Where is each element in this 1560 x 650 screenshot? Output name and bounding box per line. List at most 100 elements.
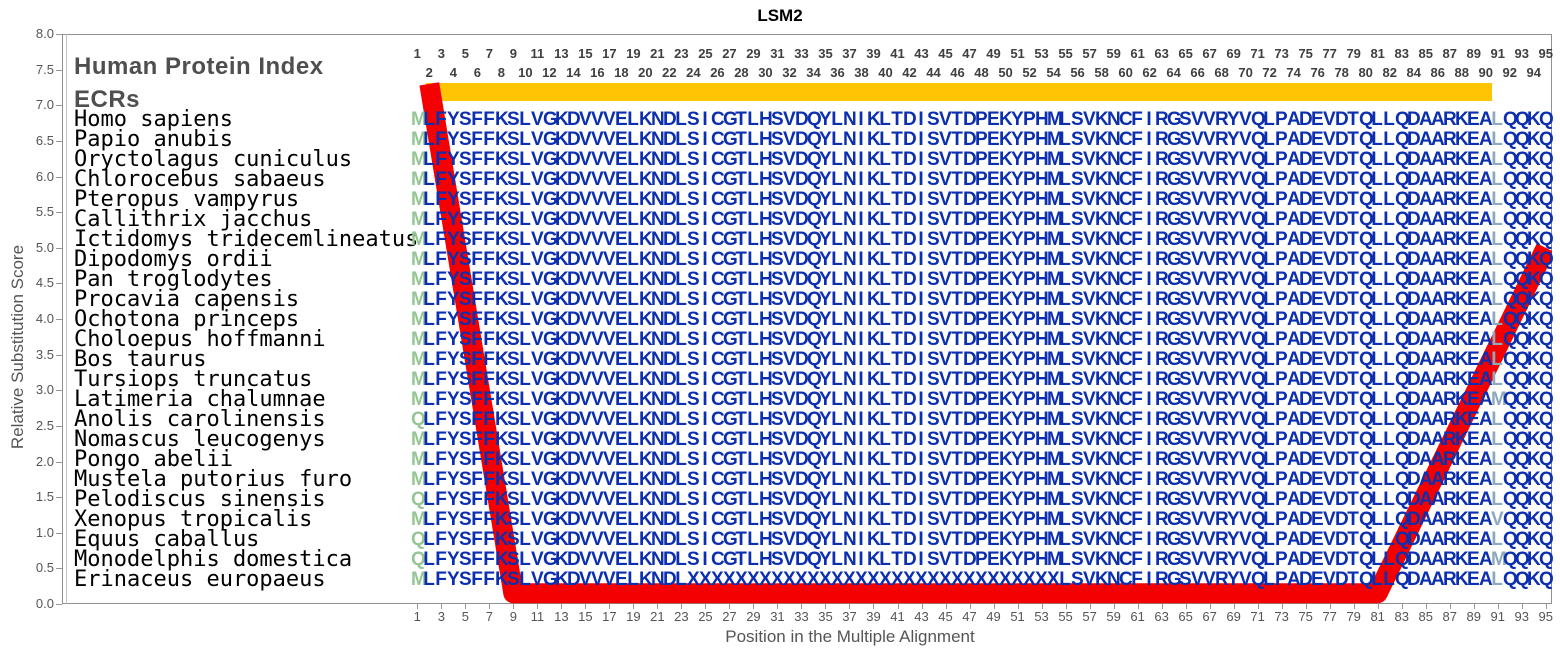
top-position-number: 52 — [1022, 65, 1037, 80]
top-position-number: 76 — [1310, 65, 1325, 80]
x-tick-label: 23 — [674, 609, 689, 624]
x-tick-label: 77 — [1322, 609, 1337, 624]
top-position-number: 59 — [1106, 46, 1121, 61]
top-position-number: 32 — [782, 65, 797, 80]
top-position-number: 75 — [1298, 46, 1313, 61]
top-position-number: 68 — [1214, 65, 1229, 80]
alignment-row: Callithrix jacchus M L F Y S F F K S L V G K D V V V E L K N D… — [0, 209, 1560, 231]
species-name: Monodelphis domestica — [74, 547, 353, 572]
y-tick-mark — [56, 105, 62, 107]
y-tick-mark — [56, 497, 62, 499]
alignment-row: Oryctolagus cuniculus M L F Y S F F K S L V G K D V V V E L… — [0, 149, 1560, 171]
y-tick-label: 6.0 — [35, 168, 54, 184]
x-tick-mark — [1113, 604, 1115, 609]
x-tick-mark — [1161, 604, 1163, 609]
x-tick-mark — [537, 604, 539, 609]
x-tick-label: 13 — [554, 609, 569, 624]
x-tick-label: 75 — [1298, 609, 1313, 624]
y-tick-mark — [56, 532, 62, 534]
top-position-number: 93 — [1514, 46, 1529, 61]
x-tick-mark — [1065, 604, 1067, 609]
top-position-number: 43 — [914, 46, 929, 61]
top-position-number: 37 — [842, 46, 857, 61]
top-position-number: 19 — [626, 46, 641, 61]
top-position-number: 29 — [746, 46, 761, 61]
x-tick-mark — [1089, 604, 1091, 609]
top-position-number: 56 — [1070, 65, 1085, 80]
top-position-number: 7 — [485, 46, 493, 61]
y-tick-label: 2.0 — [35, 453, 54, 469]
x-tick-label: 9 — [509, 609, 517, 624]
top-position-number: 86 — [1430, 65, 1445, 80]
x-tick-label: 29 — [746, 609, 761, 624]
x-tick-mark — [801, 604, 803, 609]
top-position-number: 89 — [1466, 46, 1481, 61]
x-tick-mark — [969, 604, 971, 609]
x-tick-mark — [489, 604, 491, 609]
top-position-number: 44 — [926, 65, 941, 80]
x-tick-label: 15 — [578, 609, 593, 624]
top-position-number: 64 — [1166, 65, 1181, 80]
y-tick-mark — [56, 425, 62, 427]
top-position-number: 26 — [710, 65, 725, 80]
alignment-row: Dipodomys ordii M L F Y S F F K S L V G K D V V V E L K N D L S I… — [0, 249, 1560, 271]
y-tick-mark — [56, 390, 62, 392]
species-name: Erinaceus europaeus — [74, 567, 326, 592]
x-tick-mark — [945, 604, 947, 609]
y-tick-mark — [56, 283, 62, 285]
y-tick-mark — [56, 212, 62, 214]
x-tick-mark — [1305, 604, 1307, 609]
top-position-number: 78 — [1334, 65, 1349, 80]
top-position-number: 38 — [854, 65, 869, 80]
x-tick-mark — [1281, 604, 1283, 609]
top-position-number: 39 — [866, 46, 881, 61]
top-position-number: 48 — [974, 65, 989, 80]
top-position-number: 5 — [461, 46, 469, 61]
top-position-number: 94 — [1526, 65, 1541, 80]
x-tick-mark — [705, 604, 707, 609]
x-tick-label: 95 — [1538, 609, 1553, 624]
species-name: Mustela putorius furo — [74, 467, 353, 492]
alignment-row: Tursiops truncatus M L F Y S F F K S L V G K D V V V E L K N D… — [0, 369, 1560, 391]
x-tick-label: 73 — [1274, 609, 1289, 624]
species-name: Choloepus hoffmanni — [74, 327, 326, 352]
x-tick-label: 55 — [1058, 609, 1073, 624]
top-position-number: 65 — [1178, 46, 1193, 61]
alignment-row: Xenopus tropicalis M L F Y S F F K S L V G K D V V V E L K N D… — [0, 509, 1560, 531]
x-tick-mark — [777, 604, 779, 609]
alignment-row: Latimeria chalumnae M L F Y S F F K S L V G K D V V V E L K N… — [0, 389, 1560, 411]
top-position-number: 20 — [638, 65, 653, 80]
top-position-number: 11 — [530, 46, 545, 61]
alignment-row: Ictidomys tridecemlineatus M L F Y S F F K S L V G K D… — [0, 227, 1560, 252]
species-name: Bos taurus — [74, 347, 207, 372]
x-tick-label: 89 — [1466, 609, 1481, 624]
x-tick-label: 81 — [1370, 609, 1385, 624]
y-tick-label: 5.0 — [35, 239, 54, 255]
top-position-number: 83 — [1394, 46, 1409, 61]
top-position-number: 51 — [1010, 46, 1025, 61]
y-tick-label: 8.0 — [35, 26, 54, 41]
top-position-number: 81 — [1370, 46, 1385, 61]
x-tick-mark — [921, 604, 923, 609]
x-tick-label: 3 — [437, 609, 445, 624]
top-position-number: 1 — [413, 46, 421, 61]
top-position-number: 72 — [1262, 65, 1277, 80]
species-name: Homo sapiens — [74, 107, 233, 132]
ecrs-label: ECRs — [74, 86, 141, 113]
alignment-row: Homo sapiens M L F Y S F F K S L V G K D V V V E L K N D L S I C G T… — [0, 107, 1560, 132]
top-position-number: 57 — [1082, 46, 1097, 61]
x-tick-label: 91 — [1490, 609, 1505, 624]
species-name: Ictidomys tridecemlineatus — [74, 227, 419, 252]
y-tick-label: 1.5 — [35, 489, 54, 505]
x-tick-mark — [729, 604, 731, 609]
